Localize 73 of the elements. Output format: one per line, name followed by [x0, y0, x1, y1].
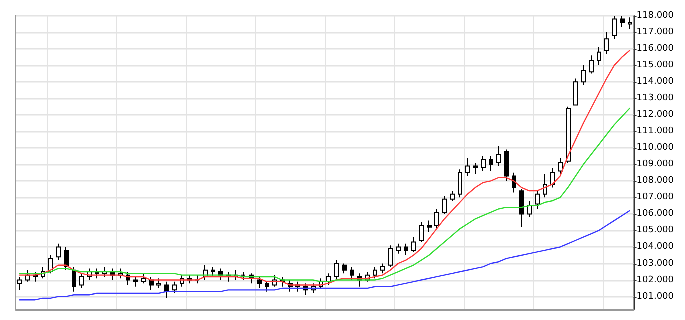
y-tick-label: 118.000	[636, 11, 674, 21]
y-tick-label: 117.000	[636, 28, 674, 38]
candlestick	[404, 243, 408, 256]
candlestick	[489, 156, 493, 172]
candlestick	[628, 17, 632, 30]
candlestick	[450, 190, 455, 202]
candlestick	[427, 220, 432, 233]
candlestick	[550, 167, 555, 188]
candlestick	[458, 169, 462, 198]
candlestick	[342, 263, 347, 274]
candlestick	[481, 156, 486, 172]
candlestick	[156, 278, 161, 290]
candlestick	[589, 55, 594, 74]
candlestick	[64, 246, 69, 271]
candlestick	[133, 276, 138, 288]
y-tick-label: 105.000	[636, 226, 674, 236]
candlestick	[241, 272, 246, 281]
candlestick	[257, 276, 262, 290]
candlestick	[597, 46, 601, 66]
candlestick	[17, 276, 22, 291]
line-series	[19, 210, 631, 301]
candlestick	[473, 162, 478, 176]
candlestick	[465, 158, 470, 177]
candlestick	[56, 243, 61, 261]
candlestick	[620, 16, 625, 28]
candlestick	[388, 245, 393, 268]
line-series	[19, 108, 631, 283]
candlestick	[141, 273, 146, 284]
candlestick	[612, 16, 617, 40]
y-tick-label: 104.000	[636, 242, 674, 252]
y-tick-label: 115.000	[636, 60, 674, 71]
candlestick	[72, 266, 76, 292]
candlestick	[396, 243, 401, 254]
candlestick	[334, 260, 339, 281]
candlestick	[380, 263, 385, 274]
candlestick	[496, 146, 501, 167]
y-tick-label: 102.000	[636, 275, 674, 286]
y-tick-label: 101.000	[636, 292, 674, 302]
candlestick	[581, 65, 586, 86]
candlestick	[164, 281, 169, 299]
candlestick	[149, 276, 154, 291]
candlestick	[211, 266, 215, 278]
y-tick-label: 106.000	[636, 209, 674, 220]
y-tick-label: 113.000	[636, 94, 674, 104]
y-tick-label: 109.000	[636, 160, 674, 170]
candlestick	[411, 236, 416, 253]
candlestick	[519, 188, 524, 228]
candlestick	[434, 208, 439, 230]
candlestick	[504, 149, 509, 182]
candlestick	[442, 196, 447, 215]
y-tick-label: 108.000	[636, 176, 674, 186]
y-tick-label: 103.000	[636, 258, 674, 269]
candlestick	[535, 190, 540, 210]
candlestick	[543, 174, 547, 198]
candlestick	[566, 106, 571, 164]
candlestick	[419, 222, 424, 243]
candlestick	[373, 266, 377, 280]
y-tick-label: 114.000	[636, 77, 674, 88]
candlestick	[573, 78, 578, 106]
y-tick-label: 116.000	[636, 44, 674, 54]
y-tick-label: 110.000	[636, 143, 674, 154]
candlestick	[350, 266, 354, 281]
candlestick	[265, 281, 269, 292]
y-tick-label: 107.000	[636, 192, 674, 203]
candlestick	[527, 200, 532, 218]
candlestick	[558, 158, 563, 176]
candlestick	[79, 273, 84, 290]
line-series	[19, 50, 631, 286]
candlestick	[512, 172, 516, 194]
y-tick-label: 111.000	[636, 126, 674, 137]
candlestick	[172, 281, 177, 294]
y-tick-label: 112.000	[636, 110, 674, 120]
candlestick	[604, 32, 609, 54]
